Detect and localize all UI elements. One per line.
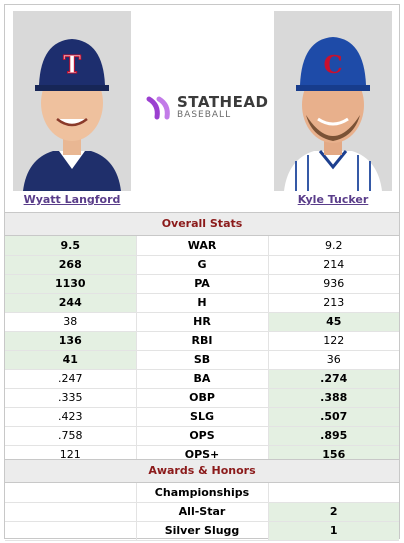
player-link-right[interactable]: Kyle Tucker: [297, 193, 369, 206]
stat-value-right: .274: [268, 369, 399, 389]
stat-value-left: 136: [5, 331, 137, 351]
stat-value-right: 122: [268, 331, 399, 351]
stat-label: G: [136, 255, 269, 275]
stat-value-left: [5, 483, 137, 503]
stat-row: .247 BA .274: [5, 369, 399, 389]
player-headshot-icon: T: [13, 11, 131, 191]
stat-value-right: 9.2: [268, 236, 399, 256]
stat-value-left: 38: [5, 312, 137, 332]
stat-label: RBI: [136, 331, 269, 351]
stat-label: H: [136, 293, 269, 313]
comparison-card: T Wyatt Langford STATHEAD BASEBALL: [4, 4, 400, 541]
overall-stats-table: 9.5 WAR 9.2 268 G 214 1130 PA 936 244 H 213 38 HR 45 13…: [5, 236, 399, 465]
logo-text: STATHEAD: [177, 93, 269, 111]
stathead-logo-icon: [146, 96, 170, 120]
stat-value-left: .758: [5, 426, 137, 446]
stat-value-right: 36: [268, 350, 399, 370]
stat-value-right: .895: [268, 426, 399, 446]
stat-row: .758 OPS .895: [5, 426, 399, 446]
player-headshot-icon: C: [274, 11, 392, 191]
comparison-header: T Wyatt Langford STATHEAD BASEBALL: [5, 5, 399, 215]
stat-label: Silver Slugg: [136, 521, 269, 541]
stat-label: WAR: [136, 236, 269, 256]
svg-text:C: C: [323, 50, 342, 79]
stat-value-left: 268: [5, 255, 137, 275]
logo-subtext: BASEBALL: [177, 110, 232, 120]
player-photo-right: C: [274, 11, 392, 191]
stat-label: Championships: [136, 483, 269, 503]
section-awards-honors: Awards & Honors: [5, 459, 399, 483]
award-row: Silver Slugg 1: [5, 521, 399, 541]
award-row: All-Star 2: [5, 502, 399, 522]
section-overall-stats: Overall Stats: [5, 212, 399, 236]
player-photo-left: T: [13, 11, 131, 191]
stat-row: .423 SLG .507: [5, 407, 399, 427]
stat-value-right: .507: [268, 407, 399, 427]
player-link-left[interactable]: Wyatt Langford: [23, 193, 121, 206]
stat-row: 1130 PA 936: [5, 274, 399, 294]
stat-value-left: .423: [5, 407, 137, 427]
stat-row: 244 H 213: [5, 293, 399, 313]
stat-label: SLG: [136, 407, 269, 427]
stat-label: HR: [136, 312, 269, 332]
stat-row: 9.5 WAR 9.2: [5, 236, 399, 256]
stat-row: .335 OBP .388: [5, 388, 399, 408]
stat-value-right: [268, 483, 399, 503]
stat-label: OBP: [136, 388, 269, 408]
stat-value-left: .335: [5, 388, 137, 408]
stat-value-right: 1: [268, 521, 399, 541]
stat-value-left: 1130: [5, 274, 137, 294]
stat-value-left: [5, 502, 137, 522]
stat-value-right: 213: [268, 293, 399, 313]
stat-value-left: 41: [5, 350, 137, 370]
stat-value-right: 2: [268, 502, 399, 522]
award-row: Championships: [5, 483, 399, 503]
stat-value-left: [5, 521, 137, 541]
stat-row: 38 HR 45: [5, 312, 399, 332]
stat-label: SB: [136, 350, 269, 370]
stat-row: 41 SB 36: [5, 350, 399, 370]
stat-label: OPS: [136, 426, 269, 446]
stat-value-left: 244: [5, 293, 137, 313]
stat-value-right: 45: [268, 312, 399, 332]
stat-value-right: 936: [268, 274, 399, 294]
player-left: T Wyatt Langford: [13, 11, 131, 206]
stat-value-left: 9.5: [5, 236, 137, 256]
stat-label: BA: [136, 369, 269, 389]
stat-value-left: .247: [5, 369, 137, 389]
svg-text:T: T: [63, 50, 81, 79]
stat-value-right: 214: [268, 255, 399, 275]
stat-label: PA: [136, 274, 269, 294]
stat-row: 268 G 214: [5, 255, 399, 275]
player-right: C Kyle Tucker: [274, 11, 392, 206]
stathead-logo: STATHEAD BASEBALL: [145, 93, 269, 123]
stat-row: 136 RBI 122: [5, 331, 399, 351]
stat-value-right: .388: [268, 388, 399, 408]
awards-table: Championships All-Star 2 Silver Slugg 1: [5, 483, 399, 541]
stat-label: All-Star: [136, 502, 269, 522]
